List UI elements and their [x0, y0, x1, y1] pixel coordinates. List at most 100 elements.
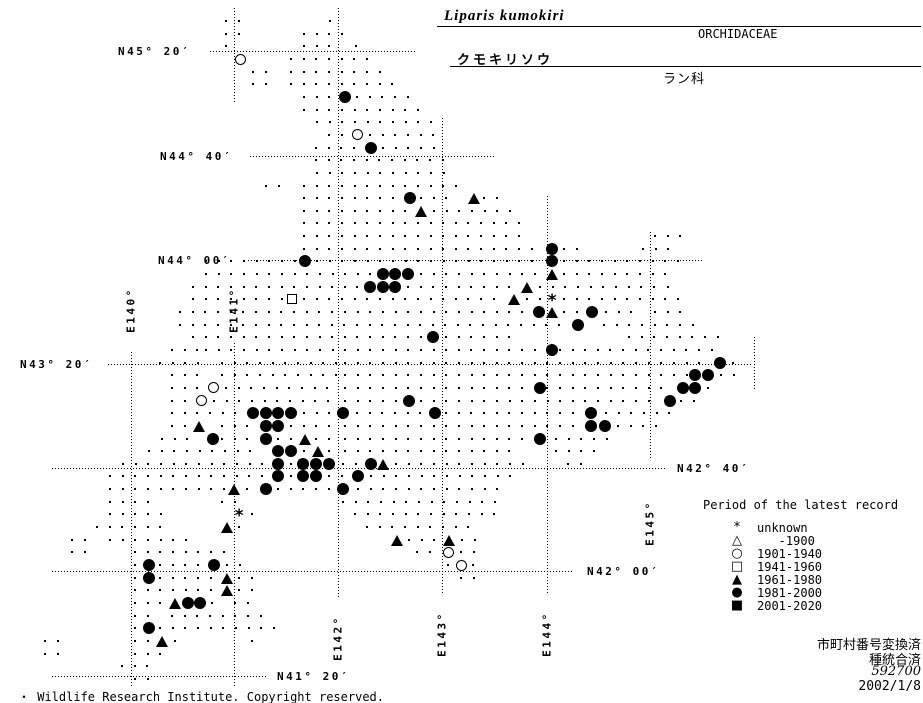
mesh-dot — [340, 235, 343, 238]
mesh-dot — [366, 526, 368, 528]
mesh-dot — [230, 348, 233, 351]
mesh-dot — [366, 171, 369, 174]
mesh-dot — [468, 500, 471, 503]
record-circle-filled — [404, 192, 416, 205]
mesh-dot — [480, 247, 483, 250]
mesh-dot — [407, 311, 410, 313]
mesh-dot — [369, 361, 372, 364]
mesh-dot — [642, 247, 644, 250]
longitude-label: E144° — [540, 611, 554, 657]
mesh-dot — [432, 285, 435, 288]
mesh-dot — [419, 437, 422, 440]
mesh-dot — [407, 462, 410, 465]
mesh-dot — [629, 424, 632, 427]
mesh-dot — [159, 475, 162, 478]
mesh-dot — [196, 614, 199, 617]
mesh-dot — [394, 323, 397, 326]
mesh-dot — [238, 399, 241, 402]
mesh-dot — [470, 273, 473, 275]
mesh-dot — [44, 639, 46, 642]
mesh-dot — [559, 361, 562, 364]
mesh-dot — [546, 361, 549, 364]
mesh-dot — [404, 171, 407, 174]
mesh-dot — [381, 95, 384, 98]
mesh-dot — [280, 348, 283, 351]
mesh-dot — [353, 197, 356, 200]
mesh-dot — [263, 399, 266, 402]
mesh-dot — [589, 285, 592, 288]
mesh-dot — [483, 386, 486, 389]
mesh-dot — [494, 323, 497, 326]
mesh-dot — [315, 95, 318, 98]
mesh-dot — [379, 513, 382, 516]
mesh-dot — [492, 298, 495, 301]
mesh-dot — [651, 260, 654, 263]
species-latin-name: Liparis kumokiri — [444, 8, 565, 24]
mesh-dot — [521, 374, 524, 377]
mesh-dot — [571, 424, 574, 427]
mesh-dot — [404, 121, 407, 124]
mesh-dot — [676, 260, 679, 263]
mesh-dot — [303, 298, 305, 301]
mesh-dot — [303, 108, 305, 111]
mesh-dot — [557, 323, 560, 326]
record-triangle-filled — [415, 205, 427, 217]
mesh-dot — [429, 298, 432, 301]
mesh-dot — [667, 285, 669, 288]
mesh-dot — [679, 311, 682, 313]
mesh-dot — [381, 361, 384, 364]
mesh-dot — [365, 58, 368, 60]
record-circle-filled — [585, 407, 597, 420]
mesh-dot — [716, 336, 719, 339]
mesh-dot — [238, 564, 241, 566]
mesh-dot — [233, 437, 236, 440]
mesh-dot — [378, 209, 381, 212]
mesh-dot — [630, 412, 633, 415]
mesh-dot — [330, 323, 333, 326]
latitude-label: N44° 40′ — [160, 149, 233, 163]
mesh-dot — [531, 260, 534, 263]
mesh-dot — [432, 361, 435, 364]
mesh-dot — [442, 260, 445, 263]
mesh-dot — [318, 336, 321, 339]
mesh-dot — [394, 399, 397, 402]
mesh-dot — [121, 500, 124, 503]
mesh-dot — [685, 374, 688, 377]
mesh-dot — [159, 551, 162, 554]
record-circle-filled — [337, 483, 349, 496]
mesh-dot — [546, 399, 549, 402]
mesh-dot — [146, 665, 149, 668]
mesh-dot — [651, 298, 654, 301]
record-circle-filled — [299, 255, 311, 268]
mesh-dot — [496, 462, 499, 465]
mesh-dot — [381, 412, 384, 415]
latitude-line — [248, 259, 703, 261]
mesh-dot — [429, 222, 432, 225]
record-triangle-filled — [521, 281, 533, 293]
mesh-dot — [264, 70, 267, 73]
mesh-dot — [508, 361, 511, 364]
mesh-dot — [420, 462, 423, 465]
mesh-dot — [209, 551, 212, 554]
mesh-dot — [445, 336, 447, 339]
mesh-dot — [369, 450, 372, 453]
mesh-dot — [622, 386, 625, 389]
record-circle-filled — [403, 394, 415, 407]
mesh-dot — [432, 348, 435, 351]
mesh-dot — [571, 348, 574, 351]
mesh-dot — [470, 374, 473, 377]
mesh-dot — [647, 386, 650, 389]
mesh-dot — [392, 500, 395, 503]
mesh-dot — [404, 222, 407, 225]
mesh-dot — [134, 475, 137, 478]
mesh-dot — [432, 133, 435, 136]
mesh-dot — [457, 311, 460, 313]
mesh-dot — [205, 260, 207, 263]
mesh-dot — [197, 551, 200, 554]
mesh-dot — [221, 500, 223, 503]
mesh-dot — [664, 260, 667, 263]
mesh-dot — [192, 336, 194, 339]
mesh-dot — [419, 424, 422, 427]
mesh-dot — [508, 285, 511, 288]
mesh-dot — [314, 488, 317, 491]
